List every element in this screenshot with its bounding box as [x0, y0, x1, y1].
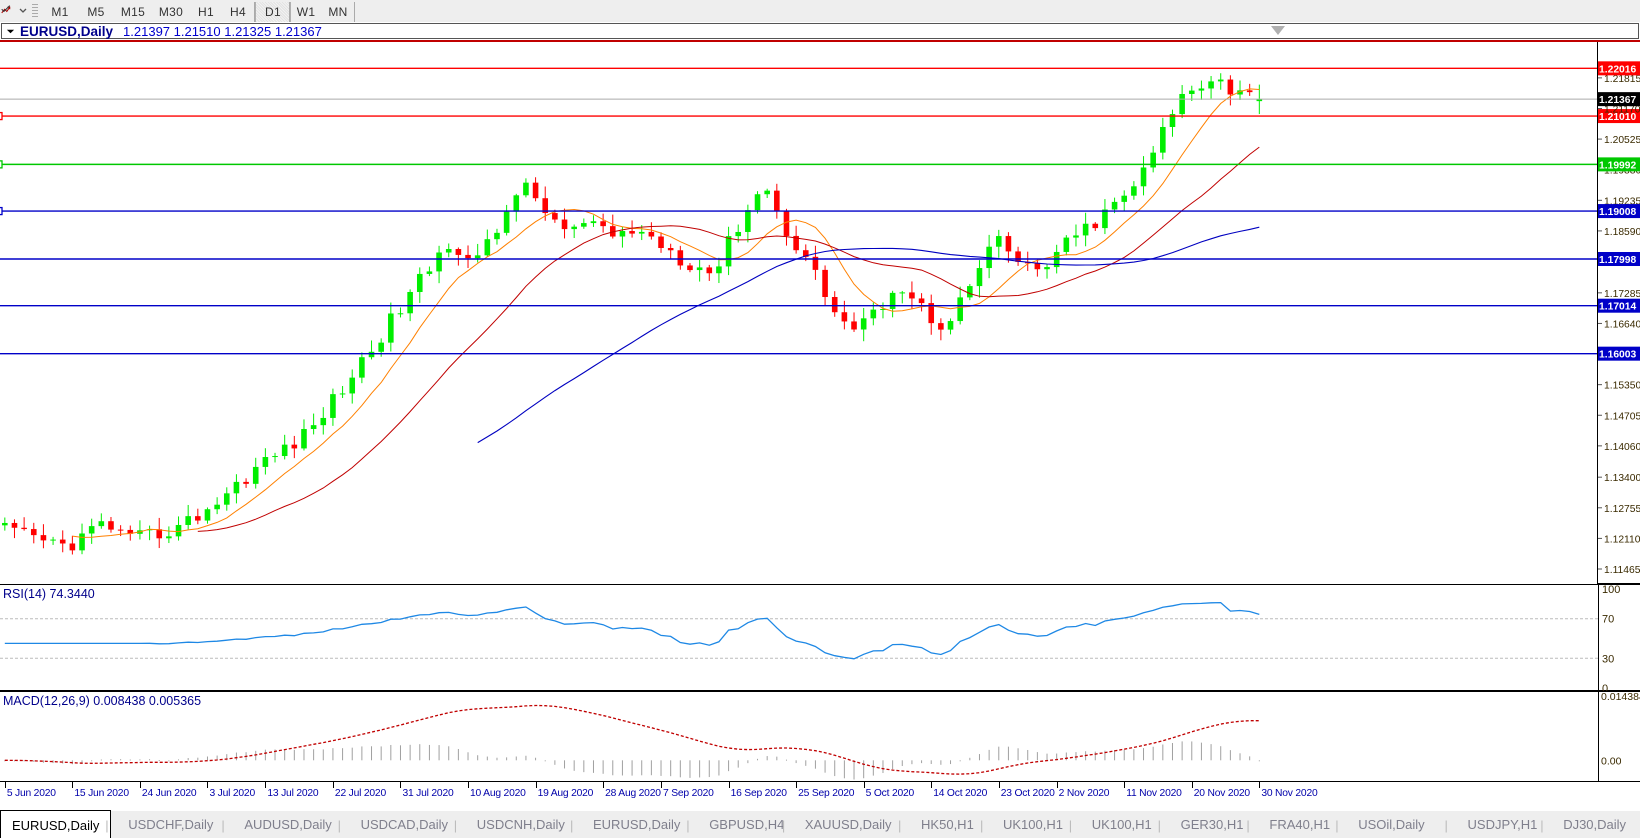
- svg-text:1.17285: 1.17285: [1604, 289, 1640, 300]
- svg-text:1.19008: 1.19008: [1599, 207, 1636, 218]
- svg-text:70: 70: [1602, 614, 1614, 626]
- svg-text:1.17998: 1.17998: [1599, 255, 1636, 266]
- svg-text:1.21367: 1.21367: [1599, 95, 1636, 106]
- svg-text:1.20525: 1.20525: [1604, 135, 1640, 146]
- svg-text:1.14060: 1.14060: [1604, 442, 1640, 453]
- svg-text:30: 30: [1602, 653, 1614, 665]
- svg-text:0.00: 0.00: [1601, 755, 1622, 767]
- svg-text:1.13400: 1.13400: [1604, 473, 1640, 484]
- svg-text:1.12755: 1.12755: [1604, 504, 1640, 515]
- svg-text:100: 100: [1602, 585, 1620, 596]
- svg-text:0.014384: 0.014384: [1601, 692, 1640, 703]
- svg-text:1.16003: 1.16003: [1599, 350, 1636, 361]
- svg-text:1.17014: 1.17014: [1599, 302, 1636, 313]
- svg-text:1.19992: 1.19992: [1599, 160, 1636, 171]
- svg-text:1.15350: 1.15350: [1604, 381, 1640, 392]
- svg-text:1.18590: 1.18590: [1604, 227, 1640, 238]
- svg-text:1.12110: 1.12110: [1604, 534, 1640, 545]
- svg-text:1.16640: 1.16640: [1604, 319, 1640, 330]
- svg-text:1.22016: 1.22016: [1599, 64, 1636, 75]
- svg-text:1.14705: 1.14705: [1604, 411, 1640, 422]
- svg-text:1.21815: 1.21815: [1604, 74, 1640, 85]
- svg-text:1.11465: 1.11465: [1604, 565, 1640, 576]
